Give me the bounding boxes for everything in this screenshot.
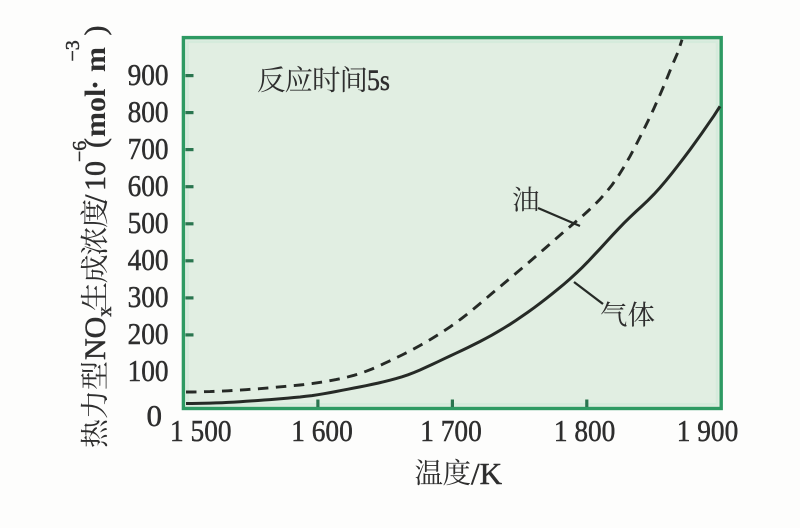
svg-text:1 800: 1 800	[554, 413, 616, 448]
svg-text:1 700: 1 700	[420, 413, 482, 448]
svg-text:800: 800	[128, 94, 169, 129]
svg-text:10: 10	[79, 161, 112, 191]
svg-text:1 900: 1 900	[677, 413, 739, 448]
svg-text:100: 100	[128, 353, 169, 388]
svg-text:600: 600	[128, 168, 169, 203]
svg-text:700: 700	[128, 131, 169, 166]
svg-text:500: 500	[128, 205, 169, 240]
svg-text:400: 400	[128, 242, 169, 277]
svg-text:5s: 5s	[367, 64, 390, 97]
svg-text:(: (	[79, 138, 112, 148]
svg-text:mol: mol	[79, 89, 112, 137]
svg-text:300: 300	[128, 279, 169, 314]
svg-text:900: 900	[128, 57, 169, 92]
svg-text:−3: −3	[62, 40, 84, 61]
svg-text:200: 200	[128, 316, 169, 351]
svg-text:/K: /K	[471, 456, 503, 491]
svg-text:/: /	[79, 194, 112, 203]
svg-text:1 500: 1 500	[170, 413, 232, 448]
svg-text:0: 0	[147, 398, 163, 433]
svg-text:): )	[79, 26, 112, 36]
svg-text:−6: −6	[69, 141, 91, 162]
svg-text:1 600: 1 600	[291, 413, 353, 448]
svg-text:·: ·	[79, 80, 112, 90]
svg-text:m: m	[79, 47, 112, 72]
